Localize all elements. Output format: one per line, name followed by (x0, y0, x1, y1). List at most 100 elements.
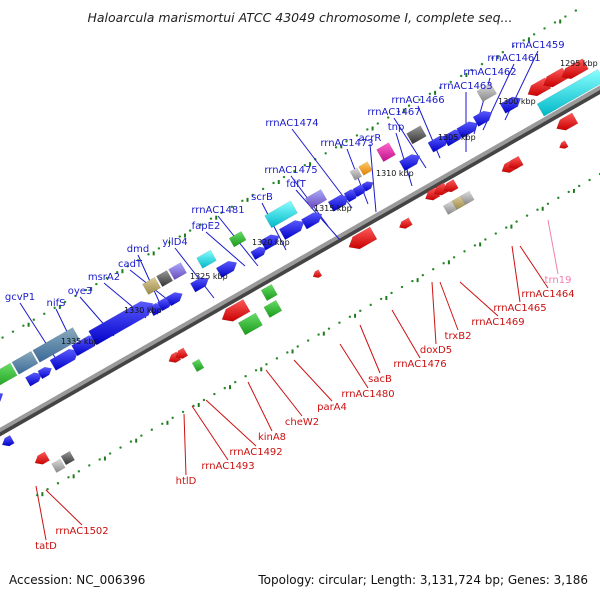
track-dot (369, 303, 372, 307)
track-dot (574, 9, 578, 12)
track-dot (178, 235, 181, 238)
track-dot (181, 410, 185, 414)
track-dot (77, 470, 81, 473)
gene-label-forward: fdfT (286, 179, 306, 190)
track-dot (171, 416, 174, 420)
track-dot (567, 190, 570, 194)
track-dot (223, 386, 226, 390)
track-dot (213, 392, 216, 396)
reverse-gene (260, 283, 278, 302)
track-dot (32, 318, 36, 321)
gene-label-forward: acrR (359, 133, 382, 144)
scale-label: 1320 kbp (252, 238, 290, 247)
forward-gene (499, 96, 522, 114)
track-dot (463, 250, 466, 253)
gene-label-forward: rrnAC1474 (265, 118, 318, 129)
track-dot (366, 128, 369, 131)
leader-line (265, 369, 303, 417)
gene-label-reverse: htlD (176, 476, 197, 487)
leader-line (183, 413, 187, 476)
reverse-gene (60, 450, 75, 466)
track-dot (202, 398, 206, 402)
track-dot (150, 428, 154, 431)
leader-line (393, 117, 427, 169)
forward-gene (11, 350, 39, 375)
reverse-gene (175, 347, 189, 359)
track-dot (282, 175, 286, 179)
track-dot (251, 193, 254, 197)
track-dot (376, 122, 379, 125)
forward-gene (25, 372, 43, 387)
track-dot (355, 134, 359, 137)
track-dot (407, 104, 411, 107)
forward-gene (168, 262, 188, 281)
track-dot (1, 336, 4, 339)
reverse-gene (191, 358, 205, 373)
track-dot (303, 163, 307, 167)
gene-label-forward: scrB (251, 192, 273, 203)
forward-gene (215, 260, 238, 279)
leader-line (391, 309, 421, 359)
reverse-gene (221, 298, 251, 322)
leader-line (205, 231, 246, 267)
track-dot (577, 184, 581, 188)
track-dot (126, 265, 129, 268)
track-dot (98, 458, 101, 461)
track-dot (397, 110, 400, 113)
track-dot (432, 267, 435, 271)
track-dot (161, 422, 164, 425)
track-dot (147, 253, 150, 256)
track-dot (265, 363, 268, 366)
forward-gene (536, 69, 600, 117)
reverse-gene (443, 179, 459, 193)
track-dot (459, 74, 463, 78)
track-dot (67, 476, 70, 479)
leader-line (291, 128, 353, 209)
reverse-gene (348, 226, 378, 250)
track-dot (557, 196, 560, 200)
track-dot (11, 330, 15, 333)
forward-gene (0, 362, 18, 386)
gene-label-forward: rrnAC1461 (487, 53, 540, 64)
track-dot (46, 487, 49, 491)
reverse-gene (34, 451, 50, 465)
forward-gene (327, 194, 350, 212)
gene-label-forward: rrnAC1467 (367, 107, 420, 118)
track-dot (553, 21, 557, 24)
track-dot (317, 333, 320, 336)
forward-gene (406, 125, 427, 145)
track-dot (157, 247, 161, 250)
gene-label-forward: cadT (118, 259, 143, 270)
track-dot (411, 279, 414, 283)
track-dot (234, 380, 237, 384)
leader-line (205, 399, 257, 447)
forward-gene (349, 167, 363, 181)
track-dot (140, 434, 143, 437)
track-dot (293, 169, 296, 173)
gene-label-forward: rrnAC1473 (320, 138, 373, 149)
track-dot (588, 178, 591, 182)
track-dot (168, 241, 171, 244)
gene-label-forward: fapE2 (192, 221, 221, 232)
leader-line (339, 343, 369, 389)
track-dot (505, 226, 508, 229)
track-dot (546, 202, 550, 205)
gene-label-forward: rrnAC1466 (391, 95, 444, 106)
scale-label: 1325 kbp (190, 272, 228, 281)
forward-gene (260, 234, 280, 251)
track-dot (390, 291, 393, 295)
forward-gene (156, 270, 174, 288)
track-dot (449, 80, 452, 84)
forward-gene (32, 327, 81, 363)
track-dot (286, 351, 289, 354)
track-dot (421, 273, 425, 277)
track-dot (241, 199, 244, 203)
track-dot (543, 27, 546, 30)
accession-text: Accession: NC_006396 (9, 573, 146, 587)
forward-gene (476, 82, 497, 103)
gene-label-forward: nifS (47, 298, 66, 309)
track-dot (296, 345, 299, 348)
gene-label-reverse: trxB2 (445, 331, 472, 342)
gene-label-forward: rrnAC1481 (191, 205, 244, 216)
